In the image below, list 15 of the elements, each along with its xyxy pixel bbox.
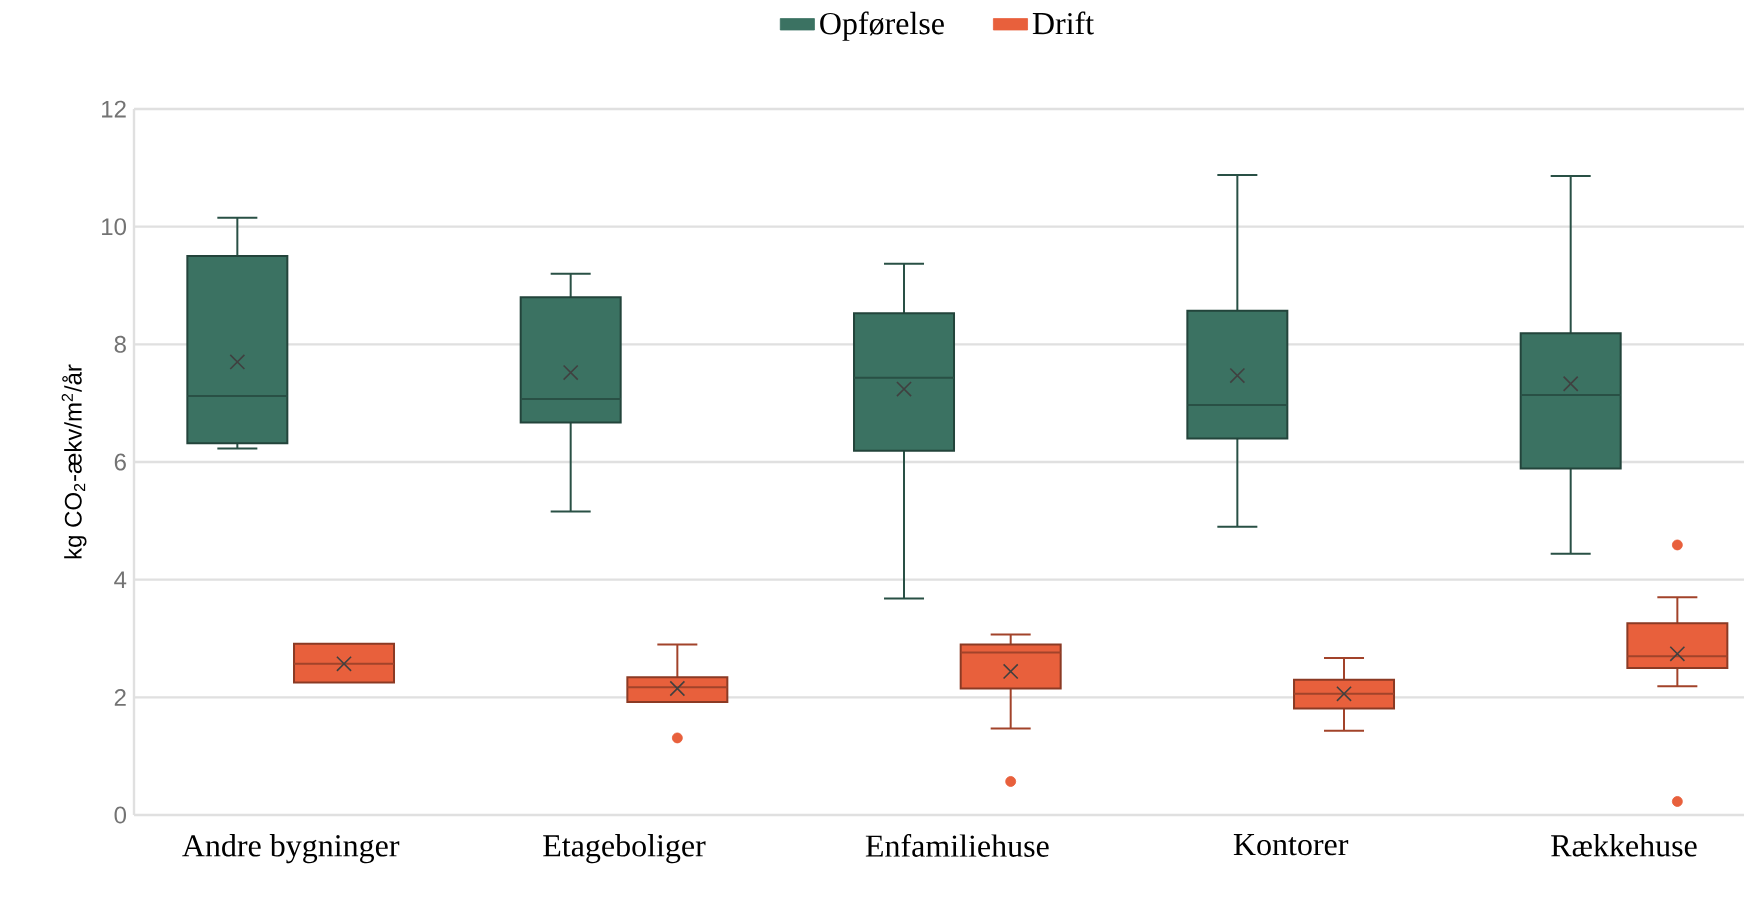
x-tick-label: Etageboliger bbox=[543, 834, 706, 864]
x-tick-label: Rækkehuse bbox=[1551, 834, 1697, 857]
y-tick-label: 4 bbox=[114, 571, 127, 588]
y-tick-label: 10 bbox=[102, 218, 127, 236]
y-axis-title: kg CO$_{2}$-ækv/m$^{2}$/år bbox=[61, 364, 87, 559]
y-tick-label: 0 bbox=[114, 806, 127, 824]
x-tick-label: Enfamiliehuse bbox=[865, 834, 1049, 857]
y-tick-label: 8 bbox=[114, 335, 126, 353]
y-tick-label: 2 bbox=[114, 688, 126, 706]
x-tick-label: Kontorer bbox=[1233, 834, 1349, 856]
y-tick-label: 6 bbox=[114, 453, 126, 471]
legend-label: Opførelse bbox=[820, 11, 944, 41]
x-tick-label: Andre bygninger bbox=[182, 834, 400, 864]
legend-label: Drift bbox=[1032, 11, 1094, 35]
y-tick-label: 12 bbox=[102, 100, 126, 118]
